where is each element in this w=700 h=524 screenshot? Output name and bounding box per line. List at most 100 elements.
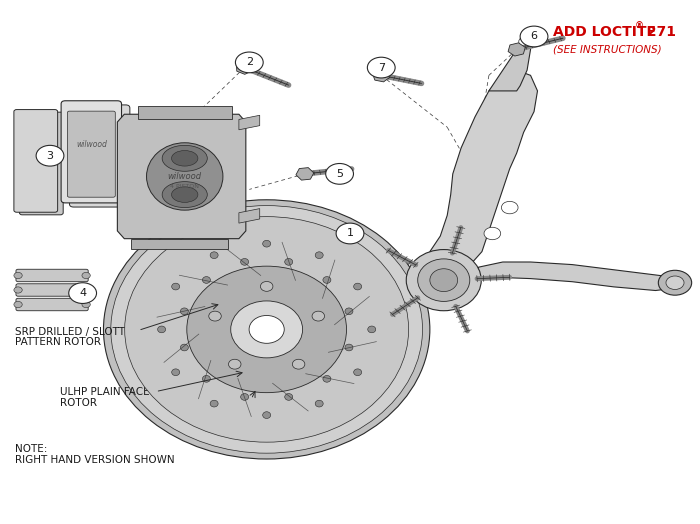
- Text: wilwood: wilwood: [76, 139, 107, 148]
- Text: 6: 6: [531, 31, 538, 41]
- Polygon shape: [489, 37, 531, 91]
- Circle shape: [36, 145, 64, 166]
- Ellipse shape: [285, 258, 293, 265]
- Circle shape: [14, 287, 22, 293]
- Ellipse shape: [187, 266, 346, 392]
- Circle shape: [235, 52, 263, 73]
- Ellipse shape: [231, 301, 302, 358]
- Ellipse shape: [368, 326, 376, 333]
- Ellipse shape: [312, 311, 325, 321]
- Circle shape: [336, 223, 364, 244]
- Ellipse shape: [262, 241, 271, 247]
- Text: PATTERN ROTOR: PATTERN ROTOR: [15, 337, 102, 347]
- Ellipse shape: [345, 308, 353, 315]
- Ellipse shape: [181, 308, 188, 315]
- Text: ADD LOCTITE: ADD LOCTITE: [554, 25, 657, 39]
- Polygon shape: [239, 115, 260, 130]
- Circle shape: [14, 272, 22, 279]
- Ellipse shape: [406, 249, 482, 311]
- FancyBboxPatch shape: [16, 284, 88, 296]
- Circle shape: [14, 301, 22, 308]
- Text: SRP DRILLED / SLOTTED: SRP DRILLED / SLOTTED: [15, 327, 140, 337]
- Ellipse shape: [202, 277, 211, 283]
- Polygon shape: [372, 69, 390, 82]
- Ellipse shape: [315, 400, 323, 407]
- Text: 3: 3: [46, 151, 53, 161]
- Text: 7: 7: [378, 62, 385, 73]
- Text: 4 PISTON: 4 PISTON: [170, 184, 199, 189]
- Ellipse shape: [172, 283, 180, 290]
- Circle shape: [69, 283, 97, 303]
- Ellipse shape: [210, 252, 218, 258]
- Polygon shape: [479, 262, 676, 290]
- Text: 1: 1: [346, 228, 354, 238]
- Ellipse shape: [293, 359, 304, 369]
- Text: ULHP PLAIN FACE: ULHP PLAIN FACE: [60, 387, 149, 398]
- Ellipse shape: [323, 376, 331, 382]
- Ellipse shape: [262, 412, 271, 419]
- FancyBboxPatch shape: [16, 269, 88, 282]
- Text: 271: 271: [642, 25, 675, 39]
- Ellipse shape: [111, 205, 423, 453]
- Polygon shape: [237, 61, 253, 74]
- FancyBboxPatch shape: [61, 101, 122, 203]
- FancyBboxPatch shape: [16, 298, 88, 311]
- FancyBboxPatch shape: [14, 110, 57, 212]
- FancyBboxPatch shape: [20, 112, 63, 215]
- Circle shape: [501, 201, 518, 214]
- Circle shape: [368, 57, 395, 78]
- Polygon shape: [430, 70, 538, 272]
- Circle shape: [519, 37, 533, 47]
- Polygon shape: [138, 106, 232, 119]
- Ellipse shape: [209, 311, 221, 321]
- Text: wilwood: wilwood: [168, 172, 202, 181]
- Polygon shape: [132, 238, 228, 249]
- Circle shape: [520, 26, 548, 47]
- Circle shape: [82, 287, 90, 293]
- Ellipse shape: [162, 182, 207, 208]
- Polygon shape: [508, 43, 525, 56]
- Text: 5: 5: [336, 169, 343, 179]
- Circle shape: [658, 270, 692, 295]
- Ellipse shape: [315, 252, 323, 258]
- Text: NOTE:: NOTE:: [15, 444, 48, 454]
- Circle shape: [666, 276, 684, 289]
- FancyBboxPatch shape: [69, 105, 130, 207]
- Ellipse shape: [354, 369, 362, 376]
- Ellipse shape: [228, 359, 241, 369]
- Text: 4: 4: [79, 288, 86, 298]
- Text: ®: ®: [635, 22, 644, 31]
- Ellipse shape: [104, 200, 430, 459]
- Text: ROTOR: ROTOR: [60, 398, 97, 408]
- Ellipse shape: [181, 344, 188, 351]
- Ellipse shape: [162, 145, 207, 171]
- Ellipse shape: [418, 259, 470, 301]
- Ellipse shape: [202, 376, 211, 382]
- Ellipse shape: [249, 315, 284, 343]
- Ellipse shape: [172, 150, 198, 166]
- Circle shape: [326, 163, 354, 184]
- Text: 2: 2: [246, 58, 253, 68]
- Ellipse shape: [125, 216, 409, 442]
- Polygon shape: [239, 209, 260, 223]
- Ellipse shape: [354, 283, 362, 290]
- Circle shape: [82, 301, 90, 308]
- Circle shape: [484, 227, 500, 239]
- Text: (SEE INSTRUCTIONS): (SEE INSTRUCTIONS): [554, 44, 662, 54]
- Ellipse shape: [241, 394, 248, 400]
- Ellipse shape: [146, 143, 223, 210]
- Ellipse shape: [345, 344, 353, 351]
- Ellipse shape: [158, 326, 166, 333]
- Ellipse shape: [241, 258, 248, 265]
- Polygon shape: [296, 168, 314, 180]
- FancyBboxPatch shape: [67, 111, 116, 197]
- Ellipse shape: [323, 277, 331, 283]
- Ellipse shape: [285, 394, 293, 400]
- Text: RIGHT HAND VERSION SHOWN: RIGHT HAND VERSION SHOWN: [15, 455, 175, 465]
- Circle shape: [82, 272, 90, 279]
- Ellipse shape: [260, 281, 273, 291]
- Ellipse shape: [430, 269, 458, 291]
- Ellipse shape: [172, 187, 198, 202]
- Ellipse shape: [172, 369, 180, 376]
- Polygon shape: [118, 114, 246, 238]
